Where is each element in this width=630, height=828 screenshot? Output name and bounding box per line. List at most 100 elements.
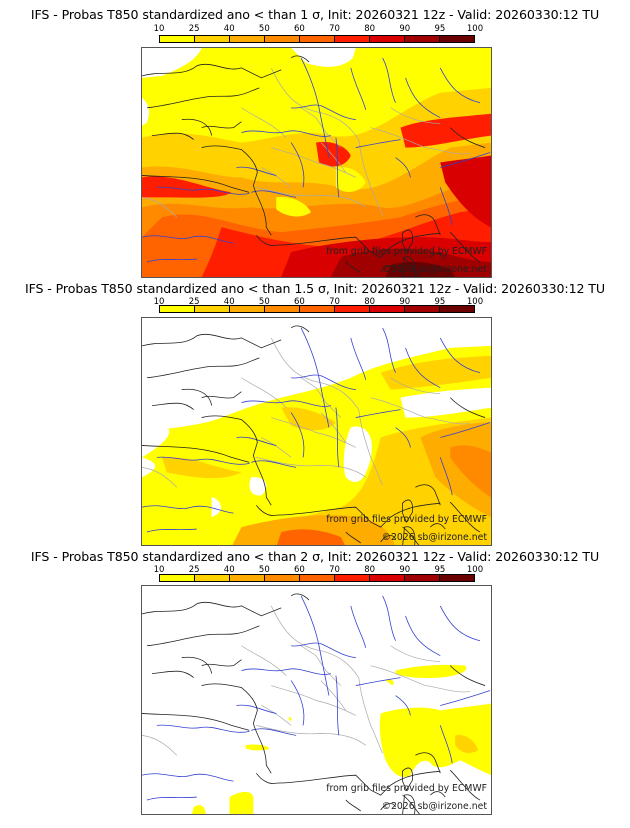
credit-source: from grib files provided by ECMWF	[326, 246, 487, 257]
coastline	[430, 253, 446, 260]
coastline	[380, 803, 396, 811]
sardinia-outline	[402, 526, 416, 545]
colorbar-segment-50-60	[265, 575, 300, 581]
coastline	[146, 625, 260, 647]
admin-border	[271, 685, 356, 716]
admin-border	[271, 147, 356, 178]
colorbar-tick-label: 80	[364, 565, 376, 575]
admin-border	[261, 437, 292, 458]
prob-area-red-70-80	[316, 141, 351, 167]
coastline	[415, 752, 441, 774]
chart-title: IFS - Probas T850 standardized ano < tha…	[24, 281, 606, 296]
admin-border	[241, 377, 287, 408]
colorbar-segment-95-100	[440, 36, 474, 42]
admin-border	[142, 467, 178, 488]
colorbar-tick-label: 80	[364, 297, 376, 307]
admin-border	[390, 645, 441, 663]
prob-area-below-10	[400, 387, 491, 418]
prob-area-deep-orange-60-70	[276, 529, 345, 545]
admin-border	[261, 705, 292, 726]
admin-border	[142, 197, 178, 218]
colorbar-tick-label: 70	[329, 565, 340, 575]
colorbar-tick-label: 10	[153, 565, 165, 575]
colorbar-tick-label: 100	[466, 24, 484, 34]
colorbar-tick-label: 70	[329, 297, 340, 307]
river	[156, 186, 250, 195]
colorbar-tick-label: 90	[399, 297, 411, 307]
river	[156, 456, 250, 465]
prob-area-below-10	[142, 417, 170, 458]
colorbar-tick-label: 50	[258, 297, 270, 307]
map-canvas	[142, 593, 491, 814]
admin-border	[390, 377, 441, 395]
colorbar-ticks: 10 25 40 50 60 70 80 90 95 100	[0, 24, 630, 34]
coastline	[201, 121, 242, 129]
river	[405, 77, 441, 119]
coastline	[151, 402, 194, 410]
map-canvas	[142, 48, 491, 277]
river	[355, 677, 401, 686]
colorbar-ticks: 10 25 40 50 60 70 80 90 95 100	[0, 565, 630, 575]
river	[335, 137, 340, 198]
river	[439, 337, 481, 374]
river	[405, 615, 441, 657]
river	[355, 409, 401, 418]
admin-border	[370, 665, 471, 693]
river	[241, 668, 332, 675]
credit-source: from grib files provided by ECMWF	[326, 514, 487, 525]
colorbar	[159, 305, 475, 313]
prob-area-crimson-80-90	[440, 155, 491, 228]
coastline	[449, 231, 481, 263]
colorbar-tick-label: 40	[223, 565, 235, 575]
prob-area-below-10	[291, 48, 356, 67]
coastline	[256, 772, 277, 784]
coastline	[256, 234, 277, 246]
colorbar-tick-label: 95	[434, 565, 446, 575]
river	[382, 595, 396, 641]
river	[440, 690, 491, 706]
river	[439, 605, 481, 642]
colorbar-segment-60-70	[300, 575, 335, 581]
coastline	[415, 484, 441, 506]
prob-area-orange-50-60	[450, 445, 491, 498]
coastline	[181, 388, 212, 406]
colorbar-tick-label: 60	[294, 24, 305, 34]
river	[440, 152, 491, 168]
coastline	[142, 175, 250, 193]
coastline	[290, 55, 310, 63]
colorbar-segment-80-90	[370, 306, 405, 312]
coastline	[276, 770, 441, 796]
colorbar-segment-90-95	[405, 575, 440, 581]
prob-area-below-10	[142, 97, 150, 126]
colorbar-segment-25-40	[195, 36, 230, 42]
probability-map: from grib files provided by ECMWF ©2026 …	[141, 47, 492, 278]
coastline	[151, 132, 194, 140]
colorbar-segment-90-95	[405, 36, 440, 42]
colorbar-segment-40-50	[230, 36, 265, 42]
river	[300, 327, 330, 428]
river	[142, 505, 234, 514]
coastline	[181, 656, 212, 674]
admin-border	[256, 457, 366, 478]
admin-border	[241, 107, 287, 138]
prob-area-below-10	[142, 48, 202, 78]
colorbar-tick-label: 95	[434, 297, 446, 307]
sardinia-outline	[402, 256, 416, 277]
coastline	[201, 683, 272, 774]
colorbar-tick-label: 25	[188, 565, 200, 575]
coastline	[430, 523, 446, 530]
admin-border	[370, 127, 471, 155]
colorbar-segment-90-95	[405, 306, 440, 312]
river	[290, 680, 305, 726]
colorbar-ticks: 10 25 40 50 60 70 80 90 95 100	[0, 297, 630, 307]
admin-border	[270, 605, 360, 678]
admin-border	[358, 677, 383, 754]
coastline	[430, 791, 446, 798]
prob-area-yellow-10-25	[191, 805, 206, 814]
coastline	[276, 502, 441, 528]
coastline	[380, 265, 396, 273]
river	[146, 528, 197, 533]
colorbar-segment-60-70	[300, 306, 335, 312]
credit-copyright: ©2026 sb@irizone.net	[381, 264, 487, 275]
admin-border	[390, 107, 441, 125]
